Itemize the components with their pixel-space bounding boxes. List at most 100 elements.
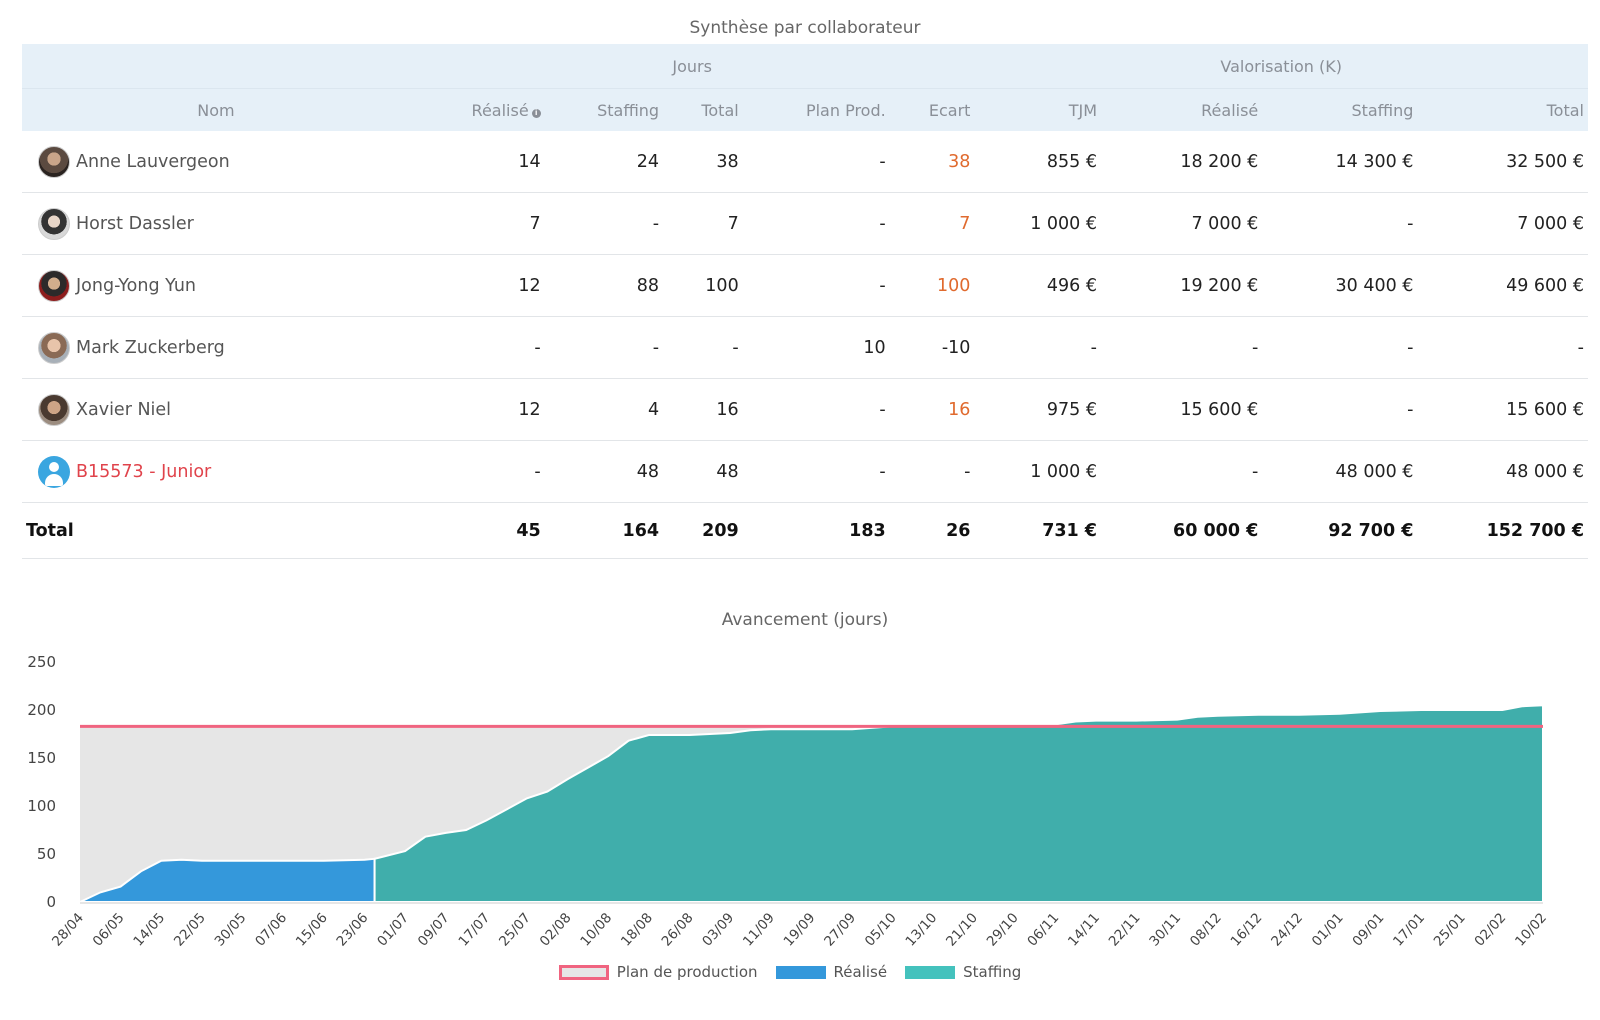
x-tick-label: 27/09	[821, 910, 859, 950]
col-realise[interactable]: Réalisé i	[409, 88, 545, 131]
cell-total: -	[663, 316, 743, 379]
cell-plan-prod: 10	[742, 316, 890, 379]
x-tick-label: 26/08	[659, 910, 697, 950]
cell-realise: -	[409, 316, 545, 379]
cell-val-realise: 19 200 €	[1101, 254, 1263, 317]
x-tick-label: 14/11	[1065, 910, 1103, 950]
table-row[interactable]: Jong-Yong Yun 12 88 100 - 100 496 € 19 2…	[22, 254, 1588, 317]
legend-label-realise: Réalisé	[833, 963, 888, 981]
cell-ecart: 16	[889, 378, 975, 441]
cell-val-total: 48 000 €	[1417, 440, 1588, 503]
col-val-realise[interactable]: Réalisé	[1101, 88, 1263, 131]
cell-tjm: 1 000 €	[974, 440, 1101, 503]
x-tick-label: 03/09	[699, 910, 737, 950]
legend-item-staffing[interactable]: Staffing	[905, 963, 1021, 981]
x-tick-label: 14/05	[130, 910, 168, 950]
legend-item-plan[interactable]: Plan de production	[558, 963, 758, 981]
cell-val-realise: -	[1101, 440, 1263, 503]
cell-staffing: 24	[544, 131, 664, 193]
cell-staffing: 88	[544, 254, 664, 317]
total-realise: 45	[409, 502, 545, 559]
chart-legend: Plan de production Réalisé Staffing	[0, 963, 1580, 981]
total-total: 209	[663, 502, 743, 559]
x-tick-label: 08/12	[1187, 910, 1225, 950]
col-nom[interactable]: Nom	[22, 88, 410, 131]
x-tick-label: 10/02	[1512, 910, 1550, 950]
x-tick-label: 11/09	[740, 910, 778, 950]
cell-val-staffing: 30 400 €	[1262, 254, 1418, 317]
x-tick-label: 17/01	[1390, 910, 1428, 950]
cell-realise: 12	[409, 378, 545, 441]
x-tick-label: 09/01	[1349, 910, 1387, 950]
table-row[interactable]: Xavier Niel 12 4 16 - 16 975 € 15 600 € …	[22, 378, 1588, 441]
total-ecart: 26	[889, 502, 975, 559]
table-row[interactable]: Mark Zuckerberg - - - 10 -10 - - - -	[22, 316, 1588, 379]
x-tick-label: 16/12	[1228, 910, 1266, 950]
total-label: Total	[22, 502, 410, 559]
x-tick-label: 10/08	[577, 910, 615, 950]
x-tick-label: 22/11	[1106, 910, 1144, 950]
y-tick-label: 150	[27, 749, 56, 767]
info-icon[interactable]: i	[531, 108, 541, 118]
total-row: Total 45 164 209 183 26 731 € 60 000 € 9…	[22, 502, 1588, 559]
cell-staffing: 4	[544, 378, 664, 441]
cell-total: 7	[663, 192, 743, 255]
cell-val-total: 32 500 €	[1417, 131, 1588, 193]
total-staffing: 164	[544, 502, 664, 559]
collaborator-name[interactable]: B15573 - Junior	[76, 461, 212, 482]
cell-tjm: 975 €	[974, 378, 1101, 441]
cell-realise: 7	[409, 192, 545, 255]
legend-swatch-staffing	[905, 965, 956, 979]
x-tick-label: 02/08	[537, 910, 575, 950]
col-val-staffing[interactable]: Staffing	[1262, 88, 1418, 131]
header-column-row: Nom Réalisé i Staffing Total Plan Prod. E…	[22, 88, 1588, 131]
cell-tjm: 496 €	[974, 254, 1101, 317]
avatar	[38, 393, 70, 426]
collaborator-name[interactable]: Horst Dassler	[76, 213, 194, 234]
col-ecart[interactable]: Ecart	[889, 88, 975, 131]
collaborator-name[interactable]: Xavier Niel	[76, 399, 172, 420]
x-tick-label: 28/04	[49, 910, 87, 950]
table-row[interactable]: B15573 - Junior - 48 48 - - 1 000 € - 48…	[22, 440, 1588, 503]
summary-table: Jours Valorisation (K) Nom Réalisé i Staf…	[22, 44, 1588, 559]
table-row[interactable]: Anne Lauvergeon 14 24 38 - 38 855 € 18 2…	[22, 131, 1588, 193]
cell-val-total: -	[1417, 316, 1588, 379]
legend-item-realise[interactable]: Réalisé	[775, 963, 888, 981]
x-tick-label: 19/09	[781, 910, 819, 950]
x-tick-label: 29/10	[984, 910, 1022, 950]
collaborator-name[interactable]: Mark Zuckerberg	[76, 337, 225, 358]
x-tick-label: 02/02	[1471, 910, 1509, 950]
y-tick-label: 50	[37, 845, 56, 863]
cell-ecart: -10	[889, 316, 975, 379]
cell-plan-prod: -	[742, 192, 890, 255]
cell-val-total: 7 000 €	[1417, 192, 1588, 255]
x-tick-label: 05/10	[862, 910, 900, 950]
avatar	[38, 269, 70, 302]
y-tick-label: 250	[27, 653, 56, 671]
group-valorisation: Valorisation (K)	[974, 44, 1588, 89]
collaborator-name[interactable]: Anne Lauvergeon	[76, 151, 230, 172]
x-tick-label: 06/05	[90, 910, 128, 950]
cell-total: 100	[663, 254, 743, 317]
x-tick-label: 23/06	[334, 910, 372, 950]
table-row[interactable]: Horst Dassler 7 - 7 - 7 1 000 € 7 000 € …	[22, 192, 1588, 255]
col-total[interactable]: Total	[663, 88, 743, 131]
cell-tjm: -	[974, 316, 1101, 379]
cell-ecart: -	[889, 440, 975, 503]
x-tick-label: 30/05	[212, 910, 250, 950]
x-tick-label: 18/08	[618, 910, 656, 950]
col-plan-prod[interactable]: Plan Prod.	[742, 88, 890, 131]
header-group-row: Jours Valorisation (K)	[22, 44, 1588, 89]
x-tick-label: 25/01	[1431, 910, 1469, 950]
x-tick-label: 01/07	[374, 910, 412, 950]
col-val-total[interactable]: Total	[1417, 88, 1588, 131]
cell-ecart: 7	[889, 192, 975, 255]
col-tjm[interactable]: TJM	[974, 88, 1101, 131]
cell-val-realise: 7 000 €	[1101, 192, 1263, 255]
x-tick-label: 07/06	[252, 910, 290, 950]
cell-val-staffing: 14 300 €	[1262, 131, 1418, 193]
total-tjm: 731 €	[974, 502, 1101, 559]
collaborator-name[interactable]: Jong-Yong Yun	[76, 275, 197, 296]
cell-val-staffing: 48 000 €	[1262, 440, 1418, 503]
col-staffing[interactable]: Staffing	[544, 88, 664, 131]
